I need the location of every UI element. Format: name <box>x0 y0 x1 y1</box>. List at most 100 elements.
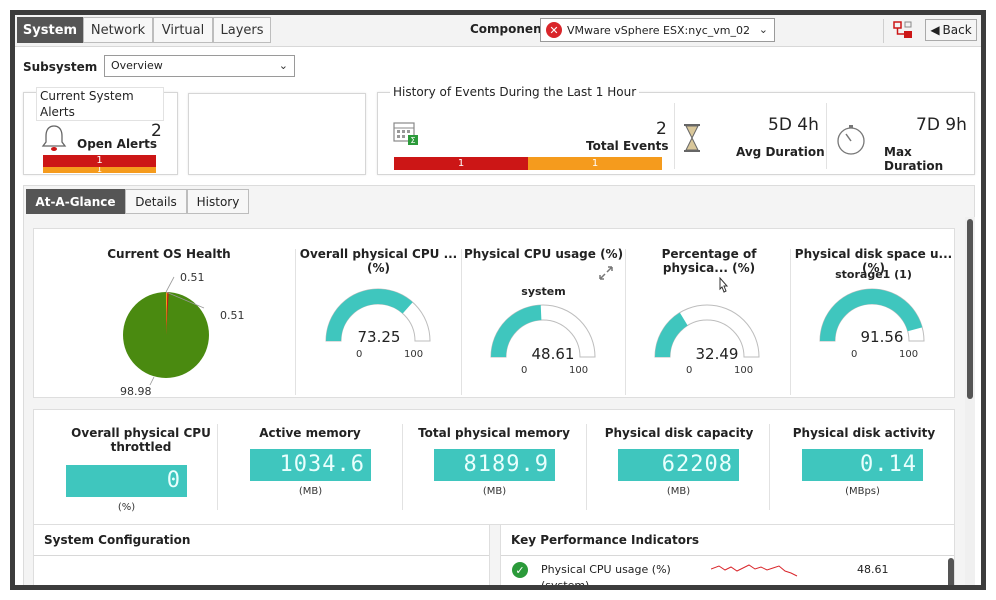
tab-at-a-glance[interactable]: At-A-Glance <box>26 189 125 214</box>
tab-details[interactable]: Details <box>125 189 187 214</box>
max-duration-value: 7D 9h <box>916 115 967 135</box>
tab-history[interactable]: History <box>187 189 249 214</box>
pie-slice-1[interactable] <box>166 292 169 335</box>
history-title: History of Events During the Last 1 Hour <box>390 84 640 100</box>
widget-divider <box>402 424 403 510</box>
kpi-row-value: 48.61 <box>857 563 889 576</box>
pie-label-2: 98.98 <box>120 385 152 398</box>
calendar-icon: Σ <box>393 122 418 145</box>
kpi-title: Key Performance Indicators <box>511 533 699 547</box>
gauge-value-0: 73.25 <box>357 328 401 346</box>
os-health-pie-chart: 0.51 0.51 98.98 <box>120 271 245 398</box>
tab-virtual[interactable]: Virtual <box>153 17 213 43</box>
avg-duration-label: Avg Duration <box>736 145 825 159</box>
bell-icon <box>41 125 67 151</box>
events-bar-red[interactable]: 1 <box>394 157 528 170</box>
scrollbar-thumb[interactable] <box>967 219 973 399</box>
gauge-sub-1: system <box>521 285 566 298</box>
metrics-row: Overall physical CPU throttled 0 (%) Act… <box>33 409 955 525</box>
hourglass-icon <box>684 124 700 152</box>
metric-title-0: Overall physical CPU throttled <box>71 426 211 454</box>
panel-divider <box>34 555 489 556</box>
widget-divider <box>295 249 296 395</box>
gauge-min-1: 0 <box>521 365 528 376</box>
back-button[interactable]: ◀ Back <box>925 19 977 41</box>
metric-unit-3: (MB) <box>666 486 691 497</box>
gauge-min-0: 0 <box>356 349 363 360</box>
metric-title-2: Total physical memory <box>418 426 570 440</box>
alerts-bar-red[interactable]: 1 <box>43 155 156 167</box>
history-divider <box>674 103 675 169</box>
gauge-value-2: 32.49 <box>695 345 739 363</box>
widget-divider <box>461 249 462 395</box>
widget-divider <box>769 424 770 510</box>
gauge-fill-2[interactable] <box>655 312 688 357</box>
expand-icon[interactable] <box>598 265 614 281</box>
history-divider <box>826 103 827 169</box>
metric-display-2: 8189.9 <box>434 449 555 481</box>
subsystem-label: Subsystem <box>23 60 98 74</box>
system-configuration-title: System Configuration <box>44 533 191 547</box>
gauge-title-1: Physical CPU usage (%) <box>463 247 624 261</box>
current-alerts-title: Current System Alerts <box>36 87 164 121</box>
widget-divider <box>625 249 626 395</box>
system-configuration-panel: System Configuration <box>33 524 490 585</box>
pie-slice-0[interactable] <box>166 292 168 335</box>
metric-unit-1: (MB) <box>298 486 323 497</box>
gauge-sub-3: storage1 (1) <box>835 268 912 281</box>
widget-divider <box>790 249 791 395</box>
current-alerts-panel: Current System Alerts Open Alerts 2 1 1 <box>23 87 178 175</box>
gauge-fill-1[interactable] <box>491 305 542 357</box>
component-select[interactable]: ✕ VMware vSphere ESX:nyc_vm_02 ⌄ <box>540 18 775 42</box>
metric-title-1: Active memory <box>259 426 361 440</box>
svg-text:Σ: Σ <box>410 136 415 145</box>
panel-divider <box>501 555 954 556</box>
total-events-count: 2 <box>656 119 667 139</box>
metric-title-3: Physical disk capacity <box>604 426 754 440</box>
kpi-sparkline <box>711 564 798 577</box>
component-label: Component <box>470 22 548 36</box>
gauge-title-2: Percentage of physica... (%) <box>661 247 757 275</box>
alerts-bar-orange[interactable]: 1 <box>43 167 156 173</box>
app-frame: System Network Virtual Layers Component … <box>10 10 986 590</box>
gauge-max-0: 100 <box>404 349 424 360</box>
subsystem-select[interactable]: Overview ⌄ <box>104 55 295 77</box>
metric-title-4: Physical disk activity <box>792 426 936 440</box>
kpi-scrollbar-thumb[interactable] <box>948 558 954 585</box>
tab-network[interactable]: Network <box>83 17 153 43</box>
gauge-title-3: Physical disk space u... (%) <box>794 247 953 275</box>
pie-label-1: 0.51 <box>220 309 245 322</box>
gauge-max-3: 100 <box>899 349 919 360</box>
component-value: VMware vSphere ESX:nyc_vm_02 <box>567 23 750 37</box>
gauge-fill-0[interactable] <box>326 289 413 341</box>
gauge-fill-3[interactable] <box>820 288 923 341</box>
chevron-down-icon: ⌄ <box>758 23 768 36</box>
kpi-row-sub: (system) <box>541 579 590 590</box>
tab-system[interactable]: System <box>17 17 83 43</box>
metric-unit-2: (MB) <box>482 486 507 497</box>
kpi-row-label[interactable]: Physical CPU usage (%) <box>541 563 671 576</box>
back-arrow-icon: ◀ <box>930 23 940 37</box>
gauge-min-2: 0 <box>686 365 693 376</box>
metric-display-3: 62208 <box>618 449 739 481</box>
os-health-title: Current OS Health <box>107 247 231 261</box>
avg-duration-value: 5D 4h <box>768 115 819 135</box>
gauges-layer <box>325 288 925 358</box>
total-events-label: Total Events <box>586 139 669 153</box>
subsystem-value: Overview <box>111 59 163 72</box>
kpi-panel: Key Performance Indicators ✓ Physical CP… <box>500 524 955 590</box>
events-bar-orange[interactable]: 1 <box>528 157 662 170</box>
toolbar-divider <box>883 19 884 43</box>
back-label: Back <box>942 23 972 37</box>
status-ok-icon: ✓ <box>512 562 528 578</box>
chevron-down-icon: ⌄ <box>278 59 288 72</box>
gauge-max-1: 100 <box>569 365 589 376</box>
topology-icon[interactable] <box>893 21 913 39</box>
tab-layers[interactable]: Layers <box>213 17 271 43</box>
pie-label-0: 0.51 <box>180 271 205 284</box>
error-icon: ✕ <box>546 22 562 38</box>
cursor-icon <box>719 277 729 293</box>
vertical-scrollbar[interactable] <box>965 217 975 585</box>
metric-unit-4: (MBps) <box>845 486 880 497</box>
top-bar: System Network Virtual Layers Component … <box>15 15 981 47</box>
